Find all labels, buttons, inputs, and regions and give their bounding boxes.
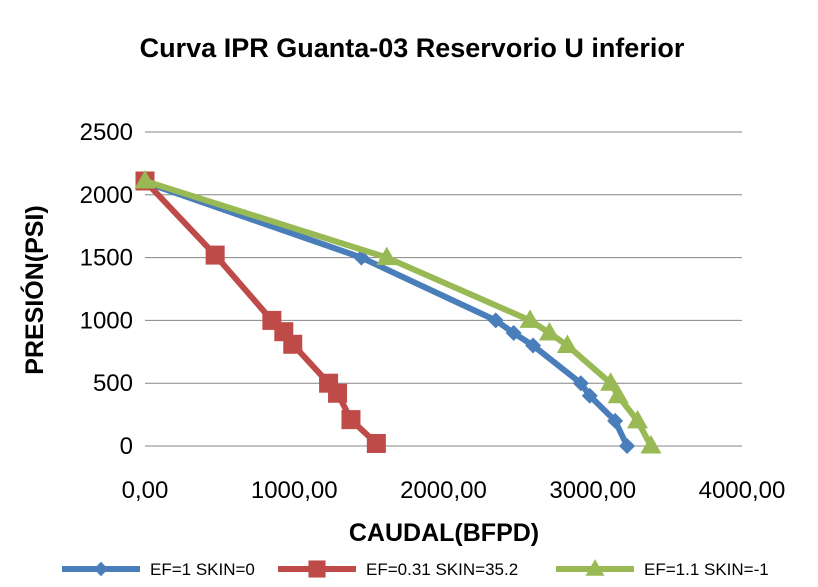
data-point [619,438,636,454]
data-point [572,375,589,392]
data-point [366,433,386,453]
y-tick-label: 2000 [80,182,133,209]
y-tick-label: 1000 [80,307,133,334]
grid [145,131,742,447]
x-tick-label: 1000,00 [251,477,338,504]
legend-item: EF=0.31 SKIN=35.2 [278,560,518,579]
data-point [627,409,649,429]
data-point [607,412,624,429]
series-2 [135,171,386,453]
legend: EF=1 SKIN=0 EF=0.31 SKIN=35.2 EF=1.1 SKIN=… [62,559,769,579]
legend-marker [308,560,326,578]
data-point [525,337,542,354]
y-tick-label: 2500 [80,119,133,146]
x-tick-labels: 0,00 1000,00 2000,00 3000,00 4000,00 [122,477,786,504]
legend-item: EF=1.1 SKIN=-1 [556,559,769,579]
data-point [376,246,398,266]
data-point [341,410,361,430]
x-tick-label: 0,00 [122,477,169,504]
x-tick-label: 3000,00 [549,477,636,504]
data-point [205,245,225,265]
legend-label: EF=1 SKIN=0 [150,560,255,579]
y-axis-title: PRESIÓN(PSI) [19,205,49,374]
data-point [538,321,560,341]
x-tick-label: 4000,00 [699,477,786,504]
data-point [283,334,303,354]
y-tick-label: 0 [120,433,133,460]
data-point [134,169,156,189]
x-tick-label: 2000,00 [400,477,487,504]
data-point [640,435,662,454]
legend-marker [93,561,109,577]
data-point [600,372,622,391]
data-point [556,334,578,354]
data-point [505,324,522,341]
chart-title: Curva IPR Guanta-03 Reservorio U inferio… [140,33,685,63]
data-point [519,309,541,328]
x-axis-title: CAUDAL(BFPD) [349,519,539,547]
data-point [581,387,598,404]
series-line [142,177,654,449]
legend-item: EF=1 SKIN=0 [62,560,255,579]
series-3 [134,169,662,454]
legend-label: EF=0.31 SKIN=35.2 [366,560,518,579]
data-point [607,384,629,404]
y-tick-label: 1500 [80,245,133,272]
series-1 [137,174,636,454]
legend-label: EF=1.1 SKIN=-1 [644,560,769,579]
data-point [487,312,504,329]
series-layer [134,169,662,454]
legend-marker [585,559,605,576]
y-tick-label: 500 [93,370,133,397]
series-line [142,179,631,449]
data-point [328,383,348,403]
y-tick-labels: 0 500 1000 1500 2000 2500 [80,119,133,460]
